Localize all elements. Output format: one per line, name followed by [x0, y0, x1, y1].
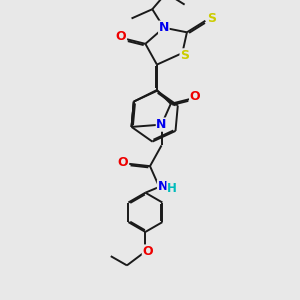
Text: O: O [190, 90, 200, 104]
Text: N: N [159, 21, 169, 34]
Text: N: N [156, 118, 167, 131]
Text: N: N [158, 180, 168, 194]
Text: O: O [117, 156, 128, 169]
Text: S: S [180, 49, 189, 62]
Text: O: O [142, 245, 153, 258]
Text: O: O [116, 30, 127, 44]
Text: S: S [207, 12, 216, 25]
Text: H: H [167, 182, 177, 195]
